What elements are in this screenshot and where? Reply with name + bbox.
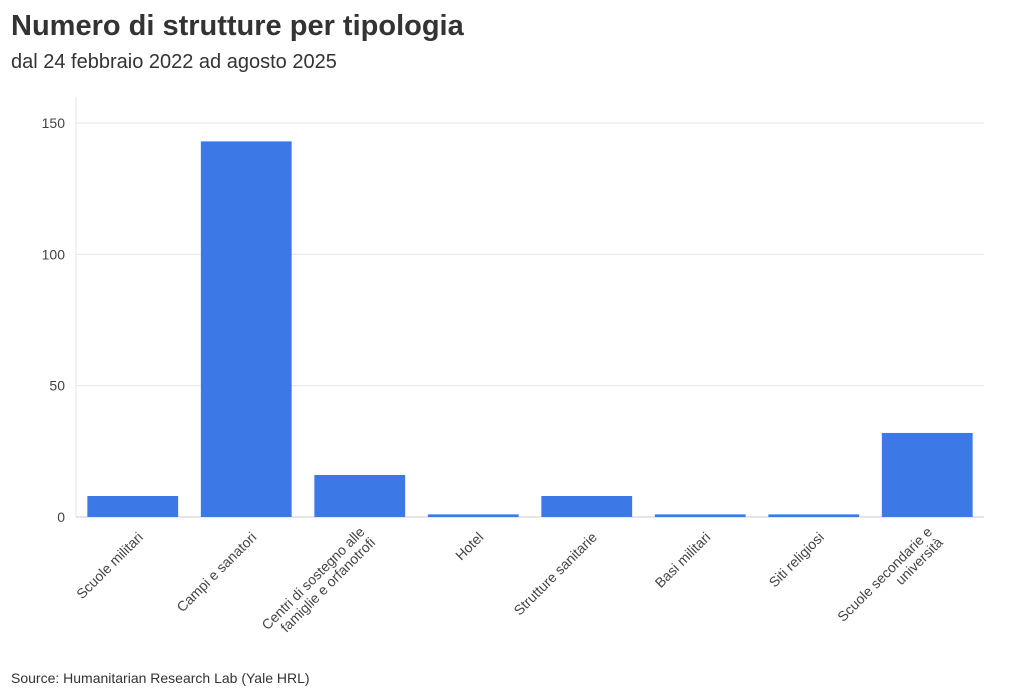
x-tick-label-line: famiglie e orfanotrofi — [277, 534, 378, 635]
y-tick-label: 50 — [49, 378, 65, 394]
bar — [768, 514, 860, 517]
x-tick-label: Campi e sanatori — [173, 529, 259, 615]
bar — [427, 514, 519, 517]
bar — [314, 474, 406, 517]
x-tick-label: Scuole militari — [73, 529, 146, 602]
bar — [200, 141, 292, 518]
bar — [541, 495, 633, 517]
x-tick-label: Strutture sanitarie — [510, 529, 600, 619]
x-tick-label-line: Siti religiosi — [766, 529, 827, 590]
x-tick-label-line: Scuole militari — [73, 529, 146, 602]
x-tick-label: Centri di sostegno allefamiglie e orfano… — [258, 523, 378, 643]
bars — [87, 141, 973, 518]
x-tick-label: Siti religiosi — [766, 529, 827, 590]
y-tick-label: 0 — [57, 509, 65, 525]
x-tick-label-line: Strutture sanitarie — [510, 529, 600, 619]
chart-title: Numero di strutture per tipologia — [11, 10, 464, 42]
y-tick-label: 100 — [42, 246, 66, 262]
x-tick-label: Basi militari — [652, 529, 714, 591]
y-tick-label: 150 — [42, 115, 66, 131]
bar — [881, 432, 973, 517]
x-tick-label-line: Centri di sostegno alle — [258, 523, 367, 632]
x-tick-label: Scuole secondarie euniversità — [834, 523, 946, 635]
x-tick-label-line: Campi e sanatori — [173, 529, 259, 615]
y-axis: 0 50 100 150 — [42, 115, 66, 525]
chart-subtitle: dal 24 febbraio 2022 ad agosto 2025 — [11, 51, 337, 73]
x-tick-label-line: Scuole secondarie e — [834, 523, 935, 624]
x-tick-label-line: Basi militari — [652, 529, 714, 591]
x-tick-label-line: Hotel — [452, 529, 486, 563]
x-tick-label: Hotel — [452, 529, 486, 563]
bar — [654, 514, 746, 517]
source-note: Source: Humanitarian Research Lab (Yale … — [11, 670, 310, 686]
bar — [87, 495, 179, 517]
